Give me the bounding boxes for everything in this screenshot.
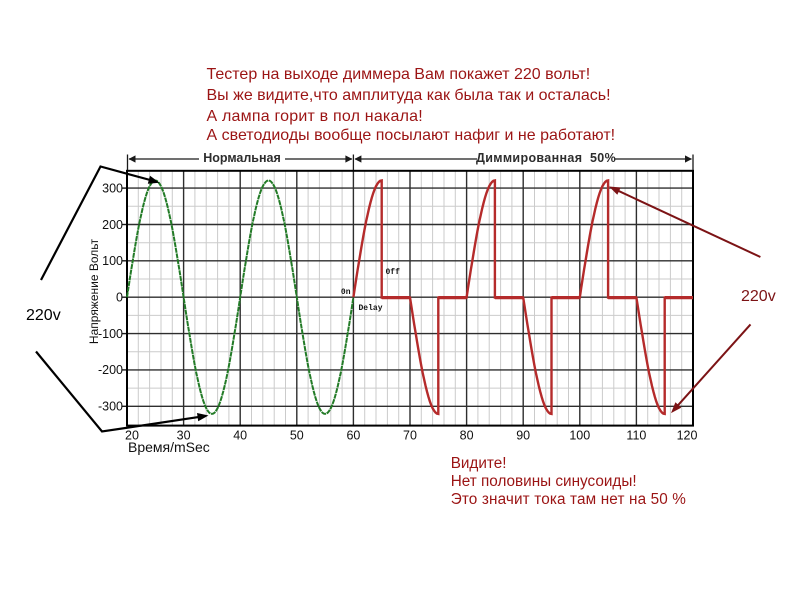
svg-text:100: 100 xyxy=(569,429,590,443)
svg-text:-300: -300 xyxy=(98,400,123,414)
svg-text:300: 300 xyxy=(102,181,123,195)
svg-text:120: 120 xyxy=(677,429,698,443)
svg-text:20: 20 xyxy=(125,429,139,443)
svg-text:Delay: Delay xyxy=(359,304,383,313)
svg-text:100: 100 xyxy=(102,254,123,268)
svg-text:110: 110 xyxy=(626,429,646,443)
svg-text:30: 30 xyxy=(177,429,191,443)
svg-text:220v: 220v xyxy=(26,307,61,324)
svg-text:200: 200 xyxy=(102,218,123,232)
svg-text:Напряжение Вольт: Напряжение Вольт xyxy=(87,238,101,344)
svg-text:220v: 220v xyxy=(741,288,776,305)
svg-text:0: 0 xyxy=(116,291,123,305)
svg-text:0n: 0n xyxy=(341,288,351,297)
svg-text:70: 70 xyxy=(403,429,417,443)
svg-text:90: 90 xyxy=(516,429,530,443)
svg-text:60: 60 xyxy=(346,429,360,443)
svg-text:Диммированная 50%: Диммированная 50% xyxy=(476,151,616,165)
svg-text:Время/mSec: Время/mSec xyxy=(128,439,210,455)
svg-text:40: 40 xyxy=(233,429,247,443)
svg-text:0ff: 0ff xyxy=(386,268,401,277)
svg-text:Нормальная: Нормальная xyxy=(203,151,281,165)
svg-text:-200: -200 xyxy=(98,363,123,377)
svg-text:50: 50 xyxy=(290,429,304,443)
svg-text:-100: -100 xyxy=(98,327,123,341)
svg-text:80: 80 xyxy=(460,429,474,443)
